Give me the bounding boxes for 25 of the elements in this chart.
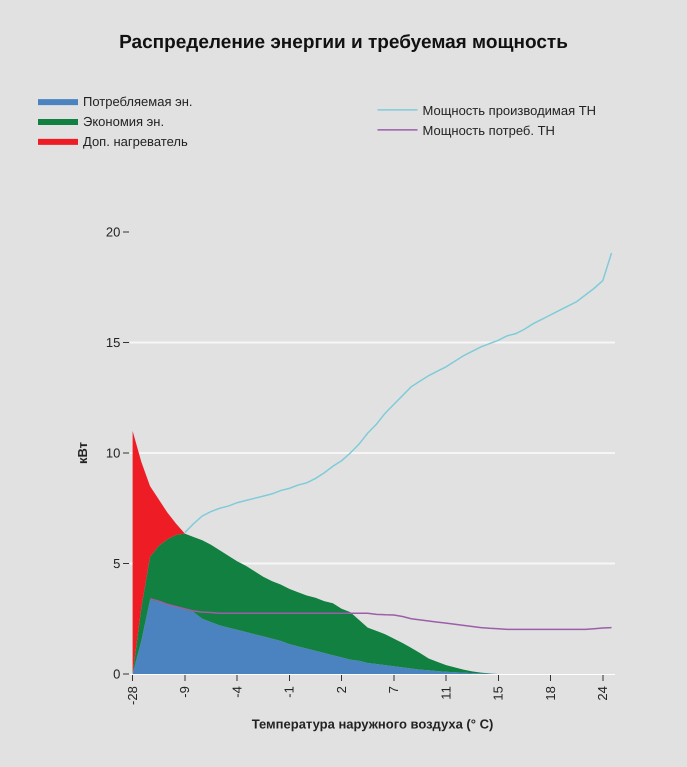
x-tick-label: -28 — [124, 686, 140, 705]
x-tick-label: -1 — [282, 686, 297, 698]
legend-label: Доп. нагреватель — [83, 134, 188, 149]
x-tick-label: 2 — [334, 686, 349, 694]
legend-label: Экономия эн. — [83, 114, 164, 130]
x-axis-title: Температура наружного воздуха (° C) — [252, 716, 494, 732]
y-tick-label: 0 — [113, 666, 120, 682]
x-tick-label: -9 — [177, 686, 192, 698]
x-tick-label: 7 — [386, 686, 402, 694]
line-series — [184, 252, 612, 534]
x-tick-label: 11 — [438, 686, 454, 700]
x-tick-label: 24 — [595, 686, 610, 701]
x-tick-label: 18 — [542, 686, 558, 701]
y-tick-label: 20 — [106, 224, 120, 240]
y-tick-label: 15 — [106, 335, 120, 350]
legend-label: Потребляемая эн. — [83, 94, 193, 110]
y-tick-label: 5 — [113, 556, 120, 572]
y-axis-title: кВт — [74, 442, 90, 464]
line-series — [149, 598, 612, 630]
y-tick-label: 10 — [106, 446, 120, 461]
x-tick-label: -4 — [229, 686, 244, 698]
x-tick-label: 15 — [490, 686, 506, 701]
chart-title: Распределение энергии и требуемая мощность — [119, 32, 568, 53]
legend-label: Мощность производимая ТН — [422, 103, 596, 118]
legend-label: Мощность потреб. ТН — [422, 122, 555, 138]
